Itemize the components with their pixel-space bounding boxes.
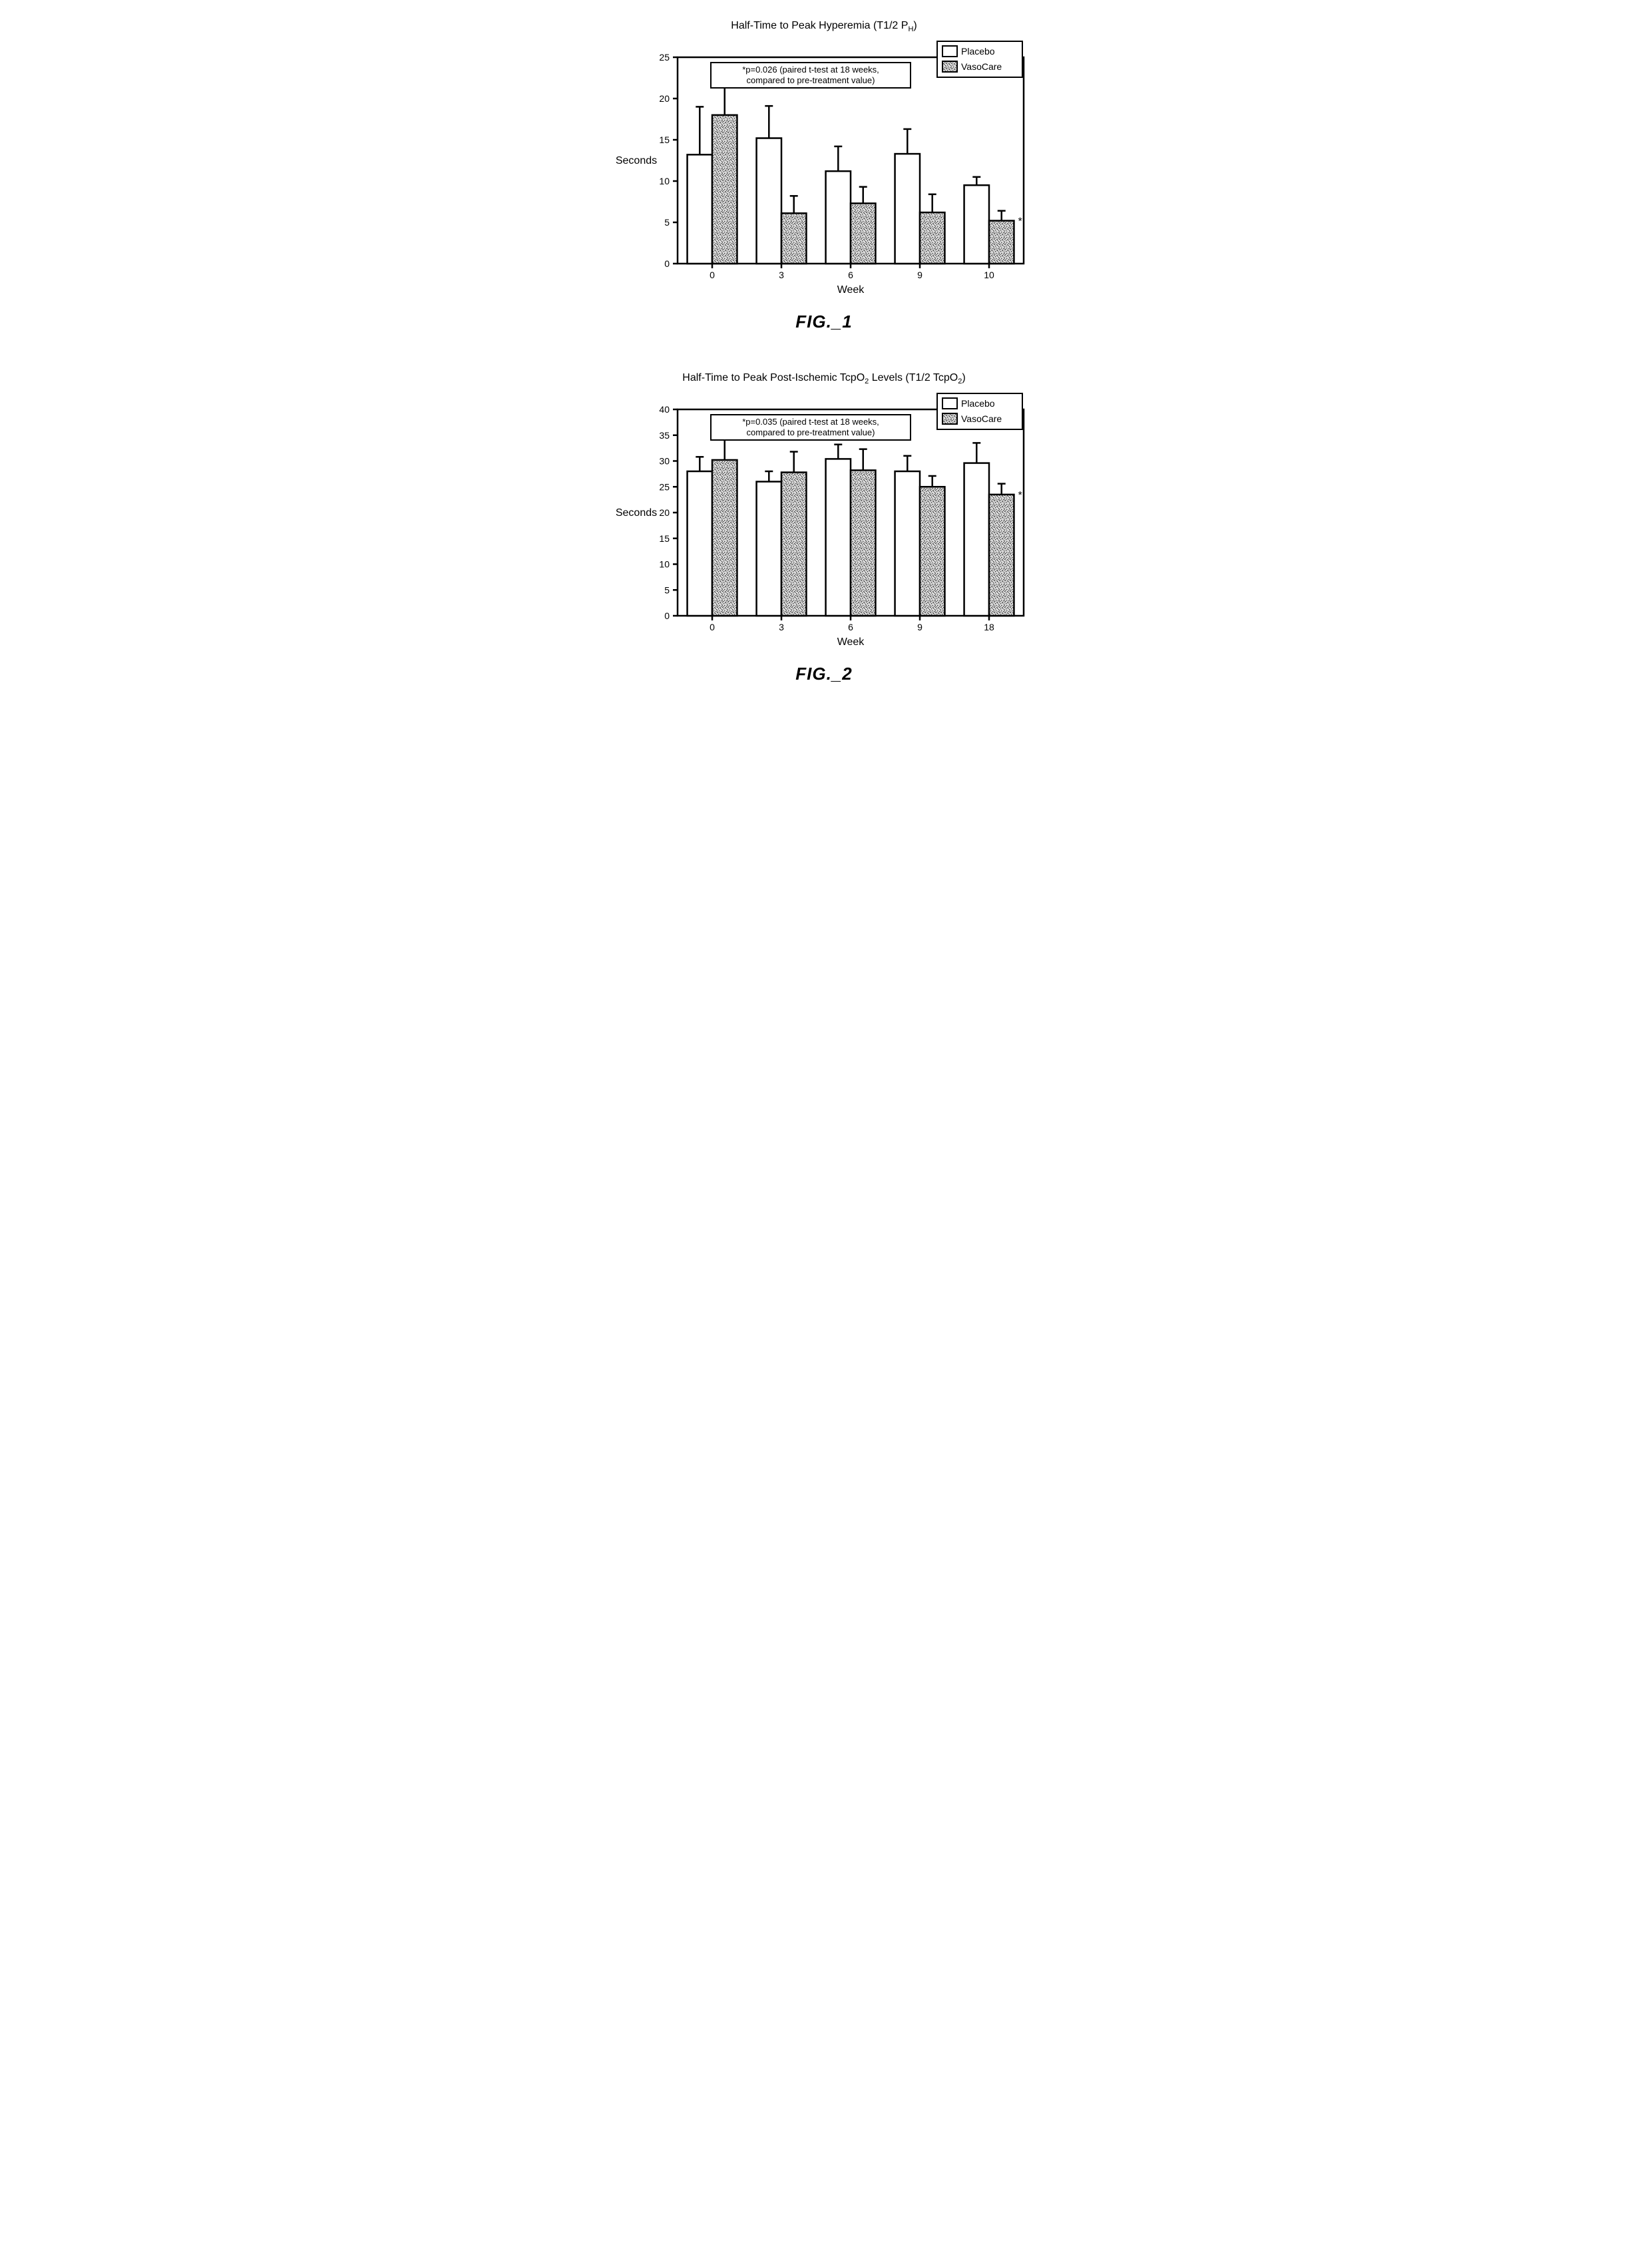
svg-text:*p=0.026 (paired t-test at 18: *p=0.026 (paired t-test at 18 weeks, [742,65,879,75]
svg-text:20: 20 [659,93,670,104]
figure-2-chart: 0 5 10 15 20 25 30 35 40 Seconds 0 3 6 9 * 18 Week Placeb… [611,389,1037,656]
svg-text:25: 25 [659,482,670,493]
svg-text:10: 10 [659,176,670,186]
svg-text:*p=0.035 (paired t-test at 18: *p=0.035 (paired t-test at 18 weeks, [742,417,879,427]
svg-text:15: 15 [659,134,670,145]
svg-text:35: 35 [659,430,670,441]
svg-text:40: 40 [659,404,670,415]
svg-text:Seconds: Seconds [616,155,657,166]
svg-text:9: 9 [917,270,923,280]
svg-text:*: * [1018,490,1022,501]
svg-text:30: 30 [659,456,670,467]
svg-text:5: 5 [664,217,670,228]
svg-text:5: 5 [664,585,670,596]
svg-text:VasoCare: VasoCare [961,61,1002,72]
svg-text:0: 0 [710,270,715,280]
svg-text:6: 6 [848,270,853,280]
svg-text:15: 15 [659,533,670,544]
figure-2: Half-Time to Peak Post-Ischemic TcpO2 Le… [584,372,1064,684]
figure-1-title: Half-Time to Peak Hyperemia (T1/2 PH) [584,20,1064,33]
svg-text:9: 9 [917,622,923,632]
svg-text:Seconds: Seconds [616,507,657,519]
svg-text:*: * [1018,216,1022,228]
svg-text:Week: Week [837,284,865,296]
figure-1: Half-Time to Peak Hyperemia (T1/2 PH) 0 5… [584,20,1064,332]
figure-1-chart: 0 5 10 15 20 25 Seconds 0 3 6 9 * 10 Week Placebo VasoC… [611,37,1037,304]
svg-text:10: 10 [984,270,994,280]
figure-2-title: Half-Time to Peak Post-Ischemic TcpO2 Le… [584,372,1064,385]
svg-text:Week: Week [837,636,865,648]
figure-2-label: FIG._2 [584,664,1064,684]
svg-text:0: 0 [664,258,670,269]
svg-text:compared to pre-treatment valu: compared to pre-treatment value) [747,427,875,437]
svg-text:25: 25 [659,52,670,63]
svg-text:VasoCare: VasoCare [961,413,1002,424]
svg-text:10: 10 [659,559,670,570]
svg-text:compared to pre-treatment valu: compared to pre-treatment value) [747,75,875,85]
svg-text:20: 20 [659,507,670,518]
svg-text:3: 3 [779,622,784,632]
svg-text:3: 3 [779,270,784,280]
figure-1-label: FIG._1 [584,312,1064,332]
svg-text:Placebo: Placebo [961,46,995,57]
svg-text:Placebo: Placebo [961,398,995,409]
svg-text:6: 6 [848,622,853,632]
svg-text:0: 0 [664,610,670,621]
svg-text:0: 0 [710,622,715,632]
svg-text:18: 18 [984,622,994,632]
